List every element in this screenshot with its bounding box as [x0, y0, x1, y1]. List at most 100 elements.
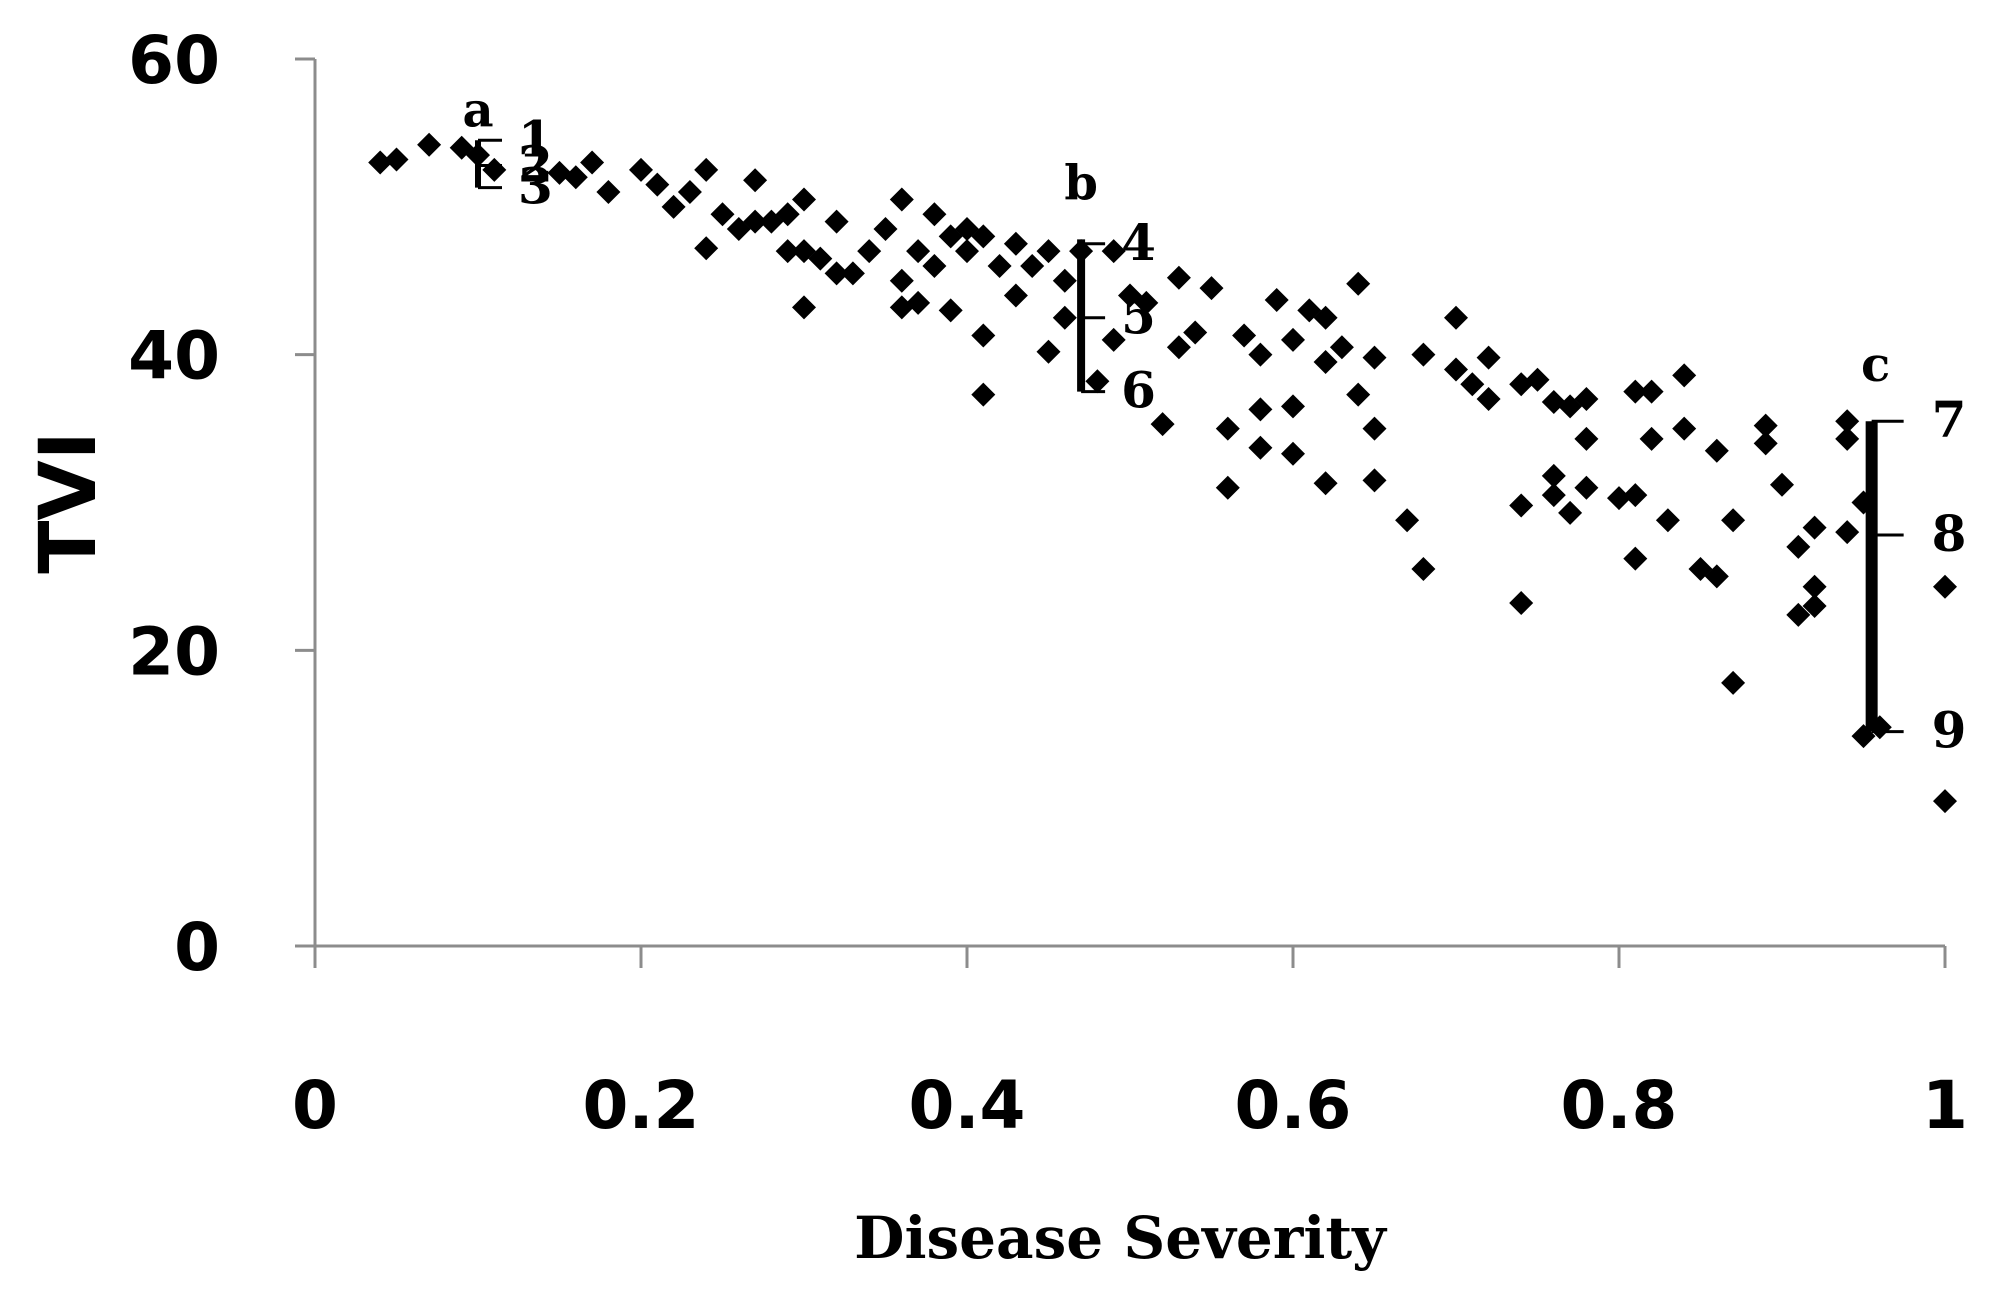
data-point [1721, 670, 1746, 695]
range-level-label: 5 [1121, 287, 1156, 346]
data-point [792, 187, 816, 212]
axes [295, 59, 1945, 948]
data-point [629, 157, 653, 182]
data-point [1753, 413, 1778, 438]
data-point [1509, 493, 1534, 518]
data-point [1639, 426, 1664, 451]
data-point [1770, 472, 1794, 497]
data-point [710, 202, 735, 227]
x-tick-label: 0.2 [583, 1067, 700, 1144]
data-point [1281, 327, 1305, 352]
data-point [955, 239, 979, 264]
data-point [1264, 287, 1289, 312]
data-point [1183, 320, 1208, 345]
data-point [1411, 557, 1436, 582]
data-point [1933, 789, 1957, 814]
data-point [1346, 271, 1371, 296]
data-point [580, 150, 605, 175]
range-bar-c: c7 8 9 [1861, 337, 1966, 759]
data-point [1395, 508, 1420, 533]
data-point [1639, 379, 1664, 404]
data-point [1085, 369, 1110, 394]
data-point [1574, 387, 1599, 412]
data-point [922, 253, 947, 278]
y-tick-label: 40 [128, 318, 220, 395]
data-point [743, 209, 768, 234]
data-point [775, 239, 800, 264]
data-point [1134, 290, 1159, 315]
data-point [1786, 534, 1811, 559]
data-point [1607, 486, 1631, 511]
y-axis-label: TVI [24, 431, 114, 574]
data-point [1101, 239, 1126, 264]
x-tick-label: 0.6 [1235, 1067, 1352, 1144]
range-level-label: 4 [1121, 213, 1156, 272]
data-point [1786, 602, 1811, 627]
range-level-label: 8 [1932, 504, 1967, 563]
data-point [1704, 564, 1729, 589]
range-bars: a 123 b4 5 6 c7 8 9 [462, 82, 1966, 759]
x-tick-label: 0 [292, 1067, 338, 1144]
data-point [1020, 253, 1045, 278]
data-point [1346, 382, 1371, 407]
data-point [808, 246, 833, 271]
data-point [1835, 426, 1860, 451]
data-point [1101, 327, 1126, 352]
range-bar-letter: b [1064, 155, 1098, 211]
range-level-label: 3 [518, 157, 553, 216]
data-point [1003, 283, 1028, 308]
data-point [1232, 323, 1257, 348]
y-tick-label: 60 [128, 22, 220, 99]
data-point [1476, 387, 1501, 412]
data-point [1933, 574, 1957, 599]
data-point [1281, 441, 1305, 466]
data-point [1248, 397, 1273, 422]
data-point [906, 239, 931, 264]
data-point [1574, 426, 1599, 451]
data-point [1281, 394, 1305, 419]
data-point [1558, 500, 1583, 525]
y-tick-label: 0 [174, 909, 220, 986]
data-point [1444, 357, 1468, 382]
data-point [1444, 305, 1468, 330]
data-point [368, 150, 393, 175]
data-point [1802, 593, 1827, 618]
range-bar-letter: c [1861, 337, 1890, 393]
data-point [1802, 515, 1827, 540]
data-point [1802, 574, 1827, 599]
data-point [922, 202, 947, 227]
data-point [1655, 508, 1680, 533]
data-point [1411, 342, 1436, 367]
data-point [1541, 483, 1566, 508]
data-point [889, 187, 914, 212]
x-ticks: 0 0.2 0.4 0.6 0.8 1 [292, 946, 1968, 1144]
data-point [971, 323, 996, 348]
data-point [1199, 276, 1224, 301]
data-point [824, 261, 849, 286]
data-point [1215, 475, 1240, 500]
data-point [1753, 431, 1778, 456]
data-point [971, 382, 996, 407]
x-tick-label: 0.4 [909, 1067, 1026, 1144]
range-level-label: 9 [1932, 701, 1967, 760]
data-point [645, 172, 670, 197]
data-point [1166, 335, 1191, 360]
x-tick-label: 0.8 [1561, 1067, 1678, 1144]
data-point [1215, 416, 1240, 441]
y-tick-label: 20 [128, 613, 220, 690]
data-point [563, 165, 588, 190]
range-level-label: 1 [518, 109, 553, 168]
data-point [1248, 342, 1273, 367]
data-point [1672, 363, 1697, 388]
data-point [1150, 412, 1175, 437]
range-bar-b: b4 5 6 [1064, 155, 1156, 419]
data-point [873, 217, 898, 242]
data-point [1362, 345, 1387, 370]
data-point [1835, 520, 1860, 545]
data-point [1329, 335, 1354, 360]
data-point [840, 261, 865, 286]
data-point [677, 180, 702, 205]
data-point [1460, 372, 1485, 397]
data-point [596, 180, 621, 205]
